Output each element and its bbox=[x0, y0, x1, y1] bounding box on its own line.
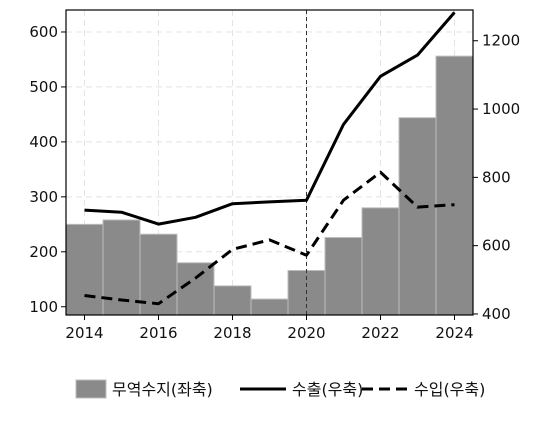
bar-2017 bbox=[176, 262, 215, 316]
legend-label-import: 수입(우축) bbox=[414, 380, 485, 399]
legend-swatch-bar bbox=[75, 379, 107, 399]
y-right-tick-label: 1200 bbox=[482, 32, 520, 50]
legend-label-trade-balance: 무역수지(좌축) bbox=[112, 380, 213, 399]
y-left-tick-label: 200 bbox=[29, 243, 58, 261]
legend-label-export: 수출(우축) bbox=[292, 380, 363, 399]
x-tick-label: 2024 bbox=[435, 324, 473, 342]
axes: 100 200 300 400 500 600 400 600 800 1000 1200 2014 2… bbox=[29, 9, 520, 342]
bar-2019 bbox=[250, 298, 289, 316]
plot-frame bbox=[65, 9, 474, 316]
series-line-export bbox=[84, 11, 456, 226]
lines bbox=[84, 11, 456, 306]
bar-2018 bbox=[213, 285, 252, 316]
x-tick-label: 2018 bbox=[213, 324, 251, 342]
bar-2021 bbox=[324, 237, 363, 316]
bar-2024 bbox=[435, 55, 474, 316]
y-left-tick-label: 100 bbox=[29, 298, 58, 316]
bars bbox=[65, 55, 474, 316]
y-left-tick-label: 300 bbox=[29, 188, 58, 206]
bar-2023 bbox=[398, 117, 437, 316]
y-left-tick-label: 500 bbox=[29, 78, 58, 96]
bar-2022 bbox=[361, 207, 400, 316]
y-right-tick-label: 600 bbox=[482, 237, 511, 255]
x-tick-label: 2020 bbox=[287, 324, 325, 342]
legend: 무역수지(좌축) 수출(우축) 수입(우축) bbox=[75, 379, 485, 399]
y-right-tick-label: 800 bbox=[482, 168, 511, 186]
x-tick-label: 2022 bbox=[361, 324, 399, 342]
y-right-tick-label: 400 bbox=[482, 305, 511, 323]
x-tick-label: 2016 bbox=[139, 324, 177, 342]
bar-2014 bbox=[65, 223, 104, 316]
series-line-import bbox=[84, 170, 455, 306]
y-right-tick-label: 1000 bbox=[482, 100, 520, 118]
y-left-tick-label: 600 bbox=[29, 23, 58, 41]
x-tick-label: 2014 bbox=[65, 324, 103, 342]
y-left-tick-label: 400 bbox=[29, 133, 58, 151]
